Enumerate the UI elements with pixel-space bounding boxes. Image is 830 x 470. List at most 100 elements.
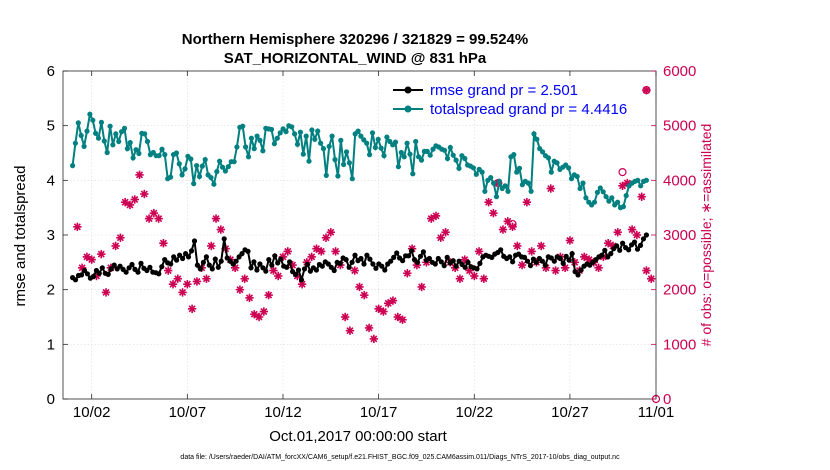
totalspread-point [231,159,237,165]
obs-assimilated-marker [326,228,336,237]
rmse-point [643,232,650,238]
rmse-point [367,256,373,262]
rmse-point [373,265,379,271]
totalspread-point [502,183,508,189]
rmse-point [599,252,605,258]
totalspread-point [211,181,217,187]
totalspread-point [413,138,419,145]
totalspread-point [240,123,246,129]
rmse-point [301,266,308,272]
obs-assimilated-marker [159,239,168,248]
obs-assimilated-marker [441,228,450,237]
obs-assimilated-marker [537,241,546,251]
totalspread-point [615,199,621,205]
rmse-point [147,264,153,270]
x-axis: 10/02 10/07 10/12 10/17 10/22 10/27 11/01 [73,71,674,421]
obs-assimilated-marker [321,233,331,242]
totalspread-point [156,153,162,159]
totalspread-point [315,128,321,134]
rmse-point [123,269,129,275]
obs-assimilated-marker [647,274,656,283]
rmse-point [257,261,263,267]
obs-assimilated-marker [364,323,374,333]
totalspread-point [335,173,341,179]
rmse-point [542,262,548,268]
obs-assimilated-marker [498,225,508,234]
obs-assimilated-marker [135,170,144,180]
rmse-point [263,268,269,274]
totalspread-point [554,160,560,166]
rmse-point [135,269,141,275]
obs-assimilated-marker [379,307,388,316]
totalspread-point [93,130,99,136]
totalspread-point [245,154,252,160]
rmse-point [209,266,215,272]
totalspread-point [470,165,476,171]
obs-assimilated-marker [269,266,278,275]
totalspread-point [199,163,205,169]
rmse-point [507,254,513,260]
rmse-point [444,254,450,260]
rmse-point [509,259,516,265]
totalspread-point [447,144,453,151]
rmse-point [215,264,221,270]
rmse-point [631,239,638,245]
rmse-point [453,263,459,269]
totalspread-point [72,140,78,146]
rmse-point [185,254,192,260]
rmse-point [640,236,647,242]
totalspread-point [202,157,208,163]
obs-assimilated-marker [168,280,178,289]
rmse-point [617,247,623,253]
totalspread-point [540,149,546,155]
totalspread-point [442,147,448,153]
totalspread-point [277,130,283,136]
totalspread-point [620,204,627,210]
totalspread-point [378,145,384,151]
totalspread-point [580,180,586,186]
totalspread-point [257,137,263,143]
rmse-point [203,254,209,260]
totalspread-point [162,152,168,158]
totalspread-point [343,149,350,155]
obs-assimilated-marker [216,225,226,234]
totalspread-point [410,171,416,177]
y-right-tick-label: 1000 [663,336,696,353]
x-tick-label: 10/22 [456,404,494,421]
rmse-point [382,267,388,273]
totalspread-point [271,141,277,147]
y-left-tick-label: 6 [47,63,55,80]
totalspread-point [516,165,523,171]
rmse-point [605,254,611,260]
rmse-point [400,258,406,264]
totalspread-point [191,181,197,187]
totalspread-point [323,172,329,178]
totalspread-point [358,133,364,139]
totalspread-point [597,185,603,191]
chart-title-line2: SAT_HORIZONTAL_WIND @ 831 hPa [224,50,487,67]
rmse-point [578,267,584,273]
obs-assimilated-marker [130,195,139,204]
totalspread-point [482,188,488,194]
rmse-point [406,253,412,259]
rmse-point [78,272,85,278]
rmse-point [634,246,641,252]
totalspread-point [176,161,182,167]
totalspread-point [182,166,188,172]
obs-assimilated-marker [350,266,359,275]
rmse-point [527,263,534,269]
rmse-point [441,263,447,269]
rmse-point [569,251,575,257]
totalspread-point [473,171,479,177]
legend: rmse grand pr = 2.501 totalspread grand … [393,82,627,118]
totalspread-point [424,148,430,154]
totalspread-point [113,131,119,137]
rmse-point [524,258,531,264]
totalspread-point [427,152,433,158]
obs-assimilated-marker [388,296,398,305]
obs-assimilated-marker [240,274,249,283]
rmse-point [557,255,563,262]
obs-assimilated-marker [479,274,489,283]
rmse-point [168,261,174,267]
chart-title-line1: Northern Hemisphere 320296 / 321829 = 99… [182,31,528,48]
